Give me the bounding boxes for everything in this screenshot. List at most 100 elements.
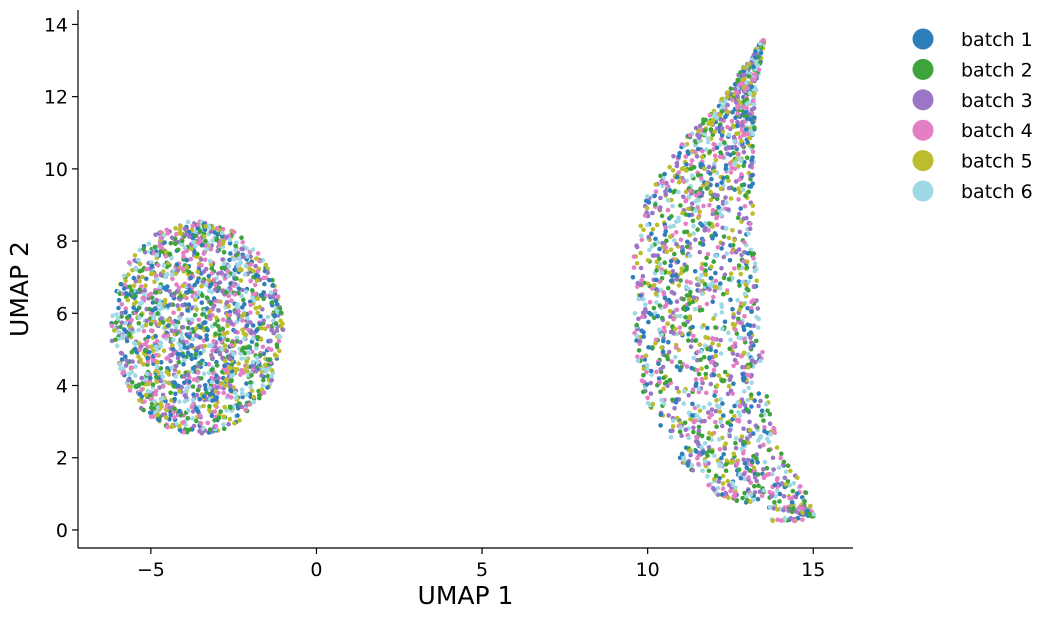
point-batch-4	[669, 359, 675, 364]
legend-label: batch 5	[961, 151, 1033, 173]
point-batch-1	[772, 482, 778, 488]
point-batch-6	[179, 335, 185, 341]
point-batch-6	[116, 329, 122, 335]
point-batch-3	[756, 403, 761, 409]
point-batch-1	[745, 306, 750, 311]
point-batch-4	[736, 82, 742, 88]
point-batch-1	[265, 385, 270, 390]
point-batch-2	[790, 488, 796, 494]
point-batch-5	[221, 414, 227, 419]
point-batch-6	[715, 485, 721, 491]
point-batch-4	[174, 231, 179, 237]
point-batch-2	[129, 379, 135, 385]
point-batch-1	[205, 327, 210, 333]
point-batch-6	[744, 80, 749, 85]
point-batch-2	[681, 321, 686, 327]
point-batch-3	[154, 297, 159, 303]
point-batch-5	[667, 270, 672, 276]
point-batch-1	[634, 338, 639, 343]
point-batch-4	[731, 363, 736, 369]
point-batch-3	[690, 467, 696, 473]
point-batch-3	[728, 388, 734, 394]
point-batch-2	[665, 356, 671, 362]
point-batch-3	[732, 86, 738, 92]
point-batch-3	[688, 453, 693, 458]
point-batch-6	[718, 419, 723, 425]
point-batch-1	[261, 290, 267, 295]
point-batch-4	[208, 246, 214, 252]
point-batch-6	[718, 212, 724, 218]
point-batch-6	[719, 310, 725, 315]
point-batch-4	[181, 429, 187, 435]
point-batch-5	[736, 163, 741, 169]
point-batch-6	[718, 351, 724, 356]
point-batch-4	[261, 275, 267, 281]
point-batch-2	[654, 268, 659, 273]
point-batch-2	[711, 259, 716, 264]
point-batch-2	[696, 371, 702, 377]
point-batch-4	[690, 387, 696, 392]
point-batch-3	[182, 226, 188, 232]
point-batch-5	[701, 166, 707, 171]
point-batch-4	[730, 97, 735, 103]
point-batch-1	[667, 188, 673, 193]
point-batch-6	[746, 231, 751, 236]
point-batch-1	[187, 379, 192, 385]
point-batch-4	[740, 451, 746, 456]
point-batch-2	[751, 251, 757, 256]
point-batch-3	[119, 320, 125, 326]
point-batch-6	[203, 282, 209, 288]
point-batch-5	[228, 365, 233, 371]
point-batch-2	[254, 342, 260, 347]
point-batch-6	[748, 492, 754, 498]
point-batch-4	[709, 412, 715, 417]
point-batch-3	[709, 407, 715, 412]
point-batch-2	[754, 456, 759, 462]
point-batch-3	[747, 226, 753, 231]
point-batch-5	[699, 154, 705, 160]
point-batch-4	[150, 414, 156, 420]
point-batch-1	[685, 306, 690, 311]
point-batch-6	[702, 459, 708, 464]
point-batch-5	[255, 296, 260, 301]
point-batch-1	[165, 366, 170, 371]
point-batch-6	[226, 264, 232, 269]
point-batch-4	[206, 362, 212, 367]
point-batch-4	[188, 256, 194, 262]
point-batch-4	[701, 203, 706, 209]
point-batch-5	[775, 507, 780, 512]
point-batch-2	[212, 321, 218, 327]
point-batch-3	[752, 475, 758, 480]
point-batch-4	[742, 314, 747, 319]
point-batch-5	[143, 322, 149, 328]
point-batch-6	[766, 439, 772, 445]
point-batch-4	[706, 228, 711, 233]
point-batch-4	[719, 136, 724, 142]
point-batch-5	[277, 348, 282, 354]
point-batch-5	[146, 381, 151, 387]
legend-label: batch 3	[961, 90, 1033, 112]
point-batch-1	[673, 273, 679, 278]
point-batch-6	[741, 389, 747, 394]
point-batch-5	[714, 383, 720, 388]
point-batch-2	[221, 250, 227, 255]
point-batch-3	[699, 419, 704, 424]
point-batch-1	[210, 398, 215, 403]
point-batch-5	[213, 403, 218, 408]
point-batch-1	[753, 49, 758, 54]
point-batch-3	[124, 358, 129, 364]
point-batch-4	[732, 266, 737, 271]
point-batch-4	[750, 149, 756, 155]
point-batch-4	[635, 284, 640, 290]
point-batch-4	[767, 489, 772, 495]
point-batch-6	[717, 142, 723, 147]
point-batch-1	[185, 345, 190, 351]
point-batch-2	[640, 389, 646, 395]
point-batch-3	[685, 319, 690, 325]
point-batch-3	[660, 240, 665, 246]
point-batch-1	[214, 379, 220, 385]
point-batch-3	[220, 257, 225, 262]
point-batch-5	[674, 415, 680, 421]
point-batch-4	[711, 294, 716, 300]
point-batch-5	[137, 261, 143, 267]
